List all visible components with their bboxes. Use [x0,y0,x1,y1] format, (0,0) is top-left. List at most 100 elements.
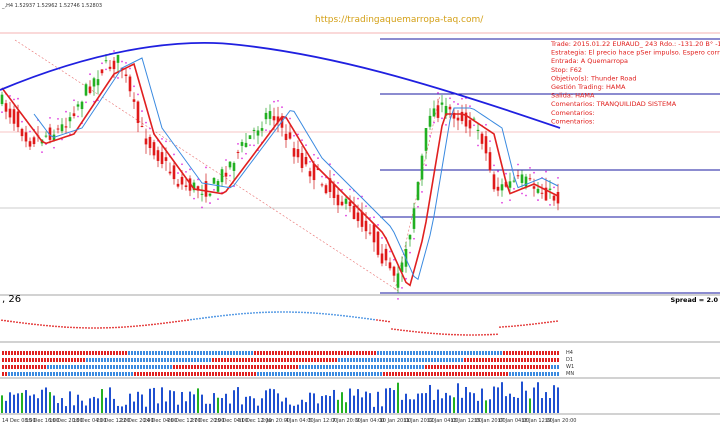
volume-bar [97,398,99,413]
trend-cell [188,351,190,355]
trend-cell [347,365,349,369]
osc-dot [145,324,147,327]
trend-cell [362,358,364,362]
sar-dot [445,124,447,126]
ma-blue [0,41,561,129]
trend-cell [404,365,406,369]
trend-cell [419,365,421,369]
trend-cell [233,365,235,369]
trend-cell [155,358,157,362]
trend-cell [344,351,346,355]
trend-cell [26,351,28,355]
osc-dot [409,330,411,333]
indicator-label: , 26 [2,294,21,305]
trend-cell [455,358,457,362]
trend-cell [260,372,262,376]
trend-cell [380,358,382,362]
trend-cell [128,358,130,362]
trend-cell [194,365,196,369]
volume-bar [217,397,219,413]
note-line: Trade: 2015.01.22 EURAUD_ 243 Rdo.: -131… [550,40,720,48]
trend-cell [359,365,361,369]
volume-bar [9,392,11,413]
trend-cell [245,358,247,362]
volume-bar [497,387,499,413]
candle [440,102,444,105]
trend-cell [74,358,76,362]
sar-dot [477,144,479,147]
osc-dot [379,319,381,322]
candle [24,132,28,142]
volume-bar [429,384,431,413]
trend-cell [533,365,535,369]
volume-bar [133,401,135,413]
candle [436,105,440,118]
trend-cell [251,372,253,376]
osc-dot [175,320,177,323]
trend-cell [311,358,313,362]
volume-bar [293,405,295,413]
trend-cell [497,351,499,355]
volume-bar [33,394,35,413]
osc-dot [340,314,342,317]
trend-cell [431,358,433,362]
candle [156,150,160,161]
candle [300,152,304,168]
trend-cell [503,365,505,369]
trend-cell [452,365,454,369]
candle [552,195,556,201]
volume-bar [489,399,491,413]
candle [348,201,352,207]
trend-cell [338,365,340,369]
trend-cell [320,358,322,362]
trend-cell [377,365,379,369]
sar-dot [317,157,319,160]
site-url[interactable]: https://tradingaquemarropa-taq.com/ [315,15,484,25]
trend-cell [539,351,541,355]
trend-cell [431,372,433,376]
trend-cell [266,351,268,355]
trend-cell [365,358,367,362]
trend-cell [14,372,16,376]
volume-bar [265,390,267,413]
sar-dot [293,134,295,137]
trend-cell [347,372,349,376]
trend-cell [275,365,277,369]
timeframe-label: D1 [566,357,573,363]
candle [192,182,196,191]
trend-cell [11,372,13,376]
volume-bar [237,387,239,413]
osc-dot [109,326,111,329]
candle [140,126,144,128]
sar-dot [41,151,43,154]
sar-dot [489,140,491,143]
trend-cell [500,365,502,369]
volume-bar [337,399,339,413]
candle [480,133,484,144]
trend-cell [119,351,121,355]
osc-dot [400,329,402,332]
sar-dot [165,140,167,143]
trend-cell [65,351,67,355]
trend-cell [101,351,103,355]
trend-cell [278,365,280,369]
trend-cell [65,365,67,369]
trend-cell [401,351,403,355]
sar-dot [301,139,303,142]
trend-cell [182,365,184,369]
osc-dot [373,318,375,321]
osc-dot [4,319,6,322]
sar-dot [245,152,247,155]
sar-dot [509,199,511,202]
candle [28,141,32,147]
trend-cell [20,351,22,355]
trend-cell [455,351,457,355]
trend-cell [269,351,271,355]
sar-dot [525,194,527,197]
trend-cell [314,365,316,369]
trend-cell [401,372,403,376]
trend-cell [350,358,352,362]
trend-cell [32,358,34,362]
trend-cell [296,358,298,362]
